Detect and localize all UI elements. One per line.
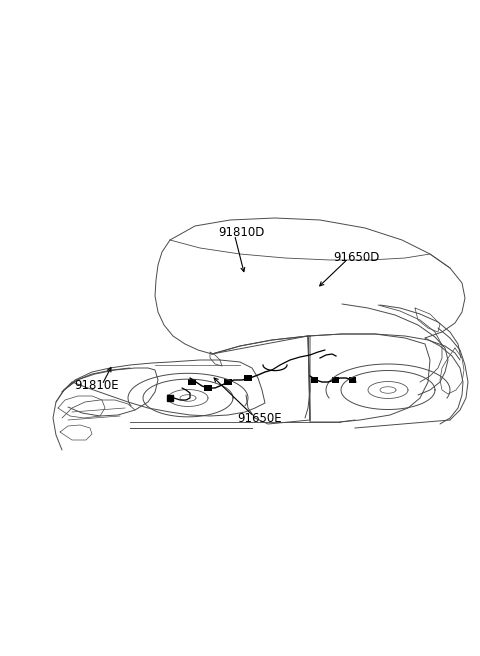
Text: 91650D: 91650D xyxy=(334,251,380,264)
Bar xyxy=(332,377,339,383)
Bar xyxy=(188,379,196,385)
Text: 91810D: 91810D xyxy=(218,226,265,239)
Text: 91650E: 91650E xyxy=(238,412,282,425)
Bar xyxy=(204,385,212,391)
Bar xyxy=(311,377,318,383)
Bar xyxy=(349,377,356,383)
Text: 91810E: 91810E xyxy=(74,379,119,392)
Bar xyxy=(224,379,232,385)
Bar xyxy=(244,375,252,381)
